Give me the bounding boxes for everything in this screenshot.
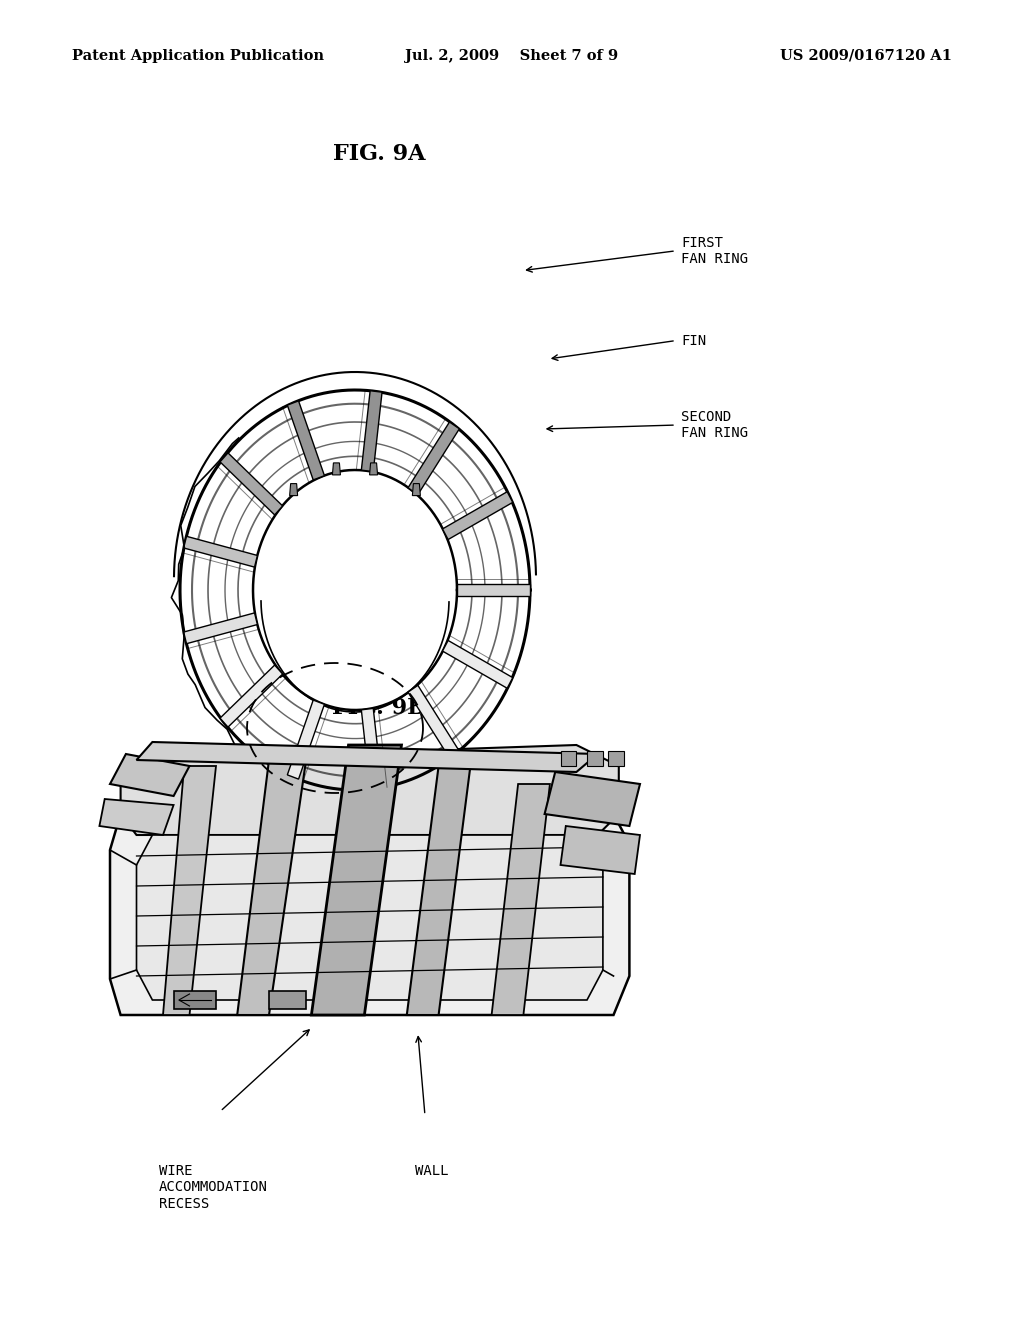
- Polygon shape: [253, 470, 457, 710]
- Text: US 2009/0167120 A1: US 2009/0167120 A1: [780, 49, 952, 63]
- Polygon shape: [183, 612, 257, 644]
- Polygon shape: [136, 742, 598, 772]
- Polygon shape: [121, 744, 618, 836]
- Polygon shape: [560, 826, 640, 874]
- Polygon shape: [136, 836, 603, 1001]
- Text: Jul. 2, 2009    Sheet 7 of 9: Jul. 2, 2009 Sheet 7 of 9: [406, 49, 618, 63]
- Polygon shape: [608, 751, 624, 766]
- Text: FIG. 9A: FIG. 9A: [333, 143, 425, 165]
- Polygon shape: [163, 766, 216, 1015]
- Polygon shape: [311, 744, 401, 1015]
- Polygon shape: [545, 772, 640, 826]
- Polygon shape: [333, 463, 340, 475]
- Polygon shape: [408, 685, 460, 758]
- Polygon shape: [290, 483, 298, 495]
- Polygon shape: [442, 492, 513, 540]
- Text: WALL: WALL: [415, 1164, 449, 1179]
- Polygon shape: [110, 754, 189, 796]
- Polygon shape: [174, 991, 216, 1008]
- Polygon shape: [442, 640, 513, 688]
- Text: Patent Application Publication: Patent Application Publication: [72, 49, 324, 63]
- Polygon shape: [220, 453, 283, 515]
- Polygon shape: [457, 583, 530, 597]
- Polygon shape: [269, 991, 306, 1008]
- Text: FIN: FIN: [681, 334, 707, 347]
- Polygon shape: [288, 700, 325, 779]
- Polygon shape: [288, 401, 325, 480]
- Polygon shape: [408, 422, 460, 495]
- Text: FIRST
FAN RING: FIRST FAN RING: [681, 236, 748, 265]
- Polygon shape: [238, 760, 306, 1015]
- Polygon shape: [560, 751, 577, 766]
- Polygon shape: [220, 665, 283, 727]
- Polygon shape: [110, 814, 630, 1015]
- Polygon shape: [361, 391, 382, 471]
- Text: SECOND
FAN RING: SECOND FAN RING: [681, 411, 748, 440]
- Polygon shape: [370, 463, 378, 475]
- Polygon shape: [407, 766, 470, 1015]
- Polygon shape: [587, 751, 603, 766]
- Text: WIRE
ACCOMMODATION
RECESS: WIRE ACCOMMODATION RECESS: [159, 1164, 267, 1210]
- Text: FIG. 9B: FIG. 9B: [332, 697, 426, 719]
- Polygon shape: [413, 483, 421, 495]
- Polygon shape: [492, 784, 550, 1015]
- Polygon shape: [361, 709, 382, 789]
- Polygon shape: [183, 536, 257, 568]
- Polygon shape: [99, 799, 174, 836]
